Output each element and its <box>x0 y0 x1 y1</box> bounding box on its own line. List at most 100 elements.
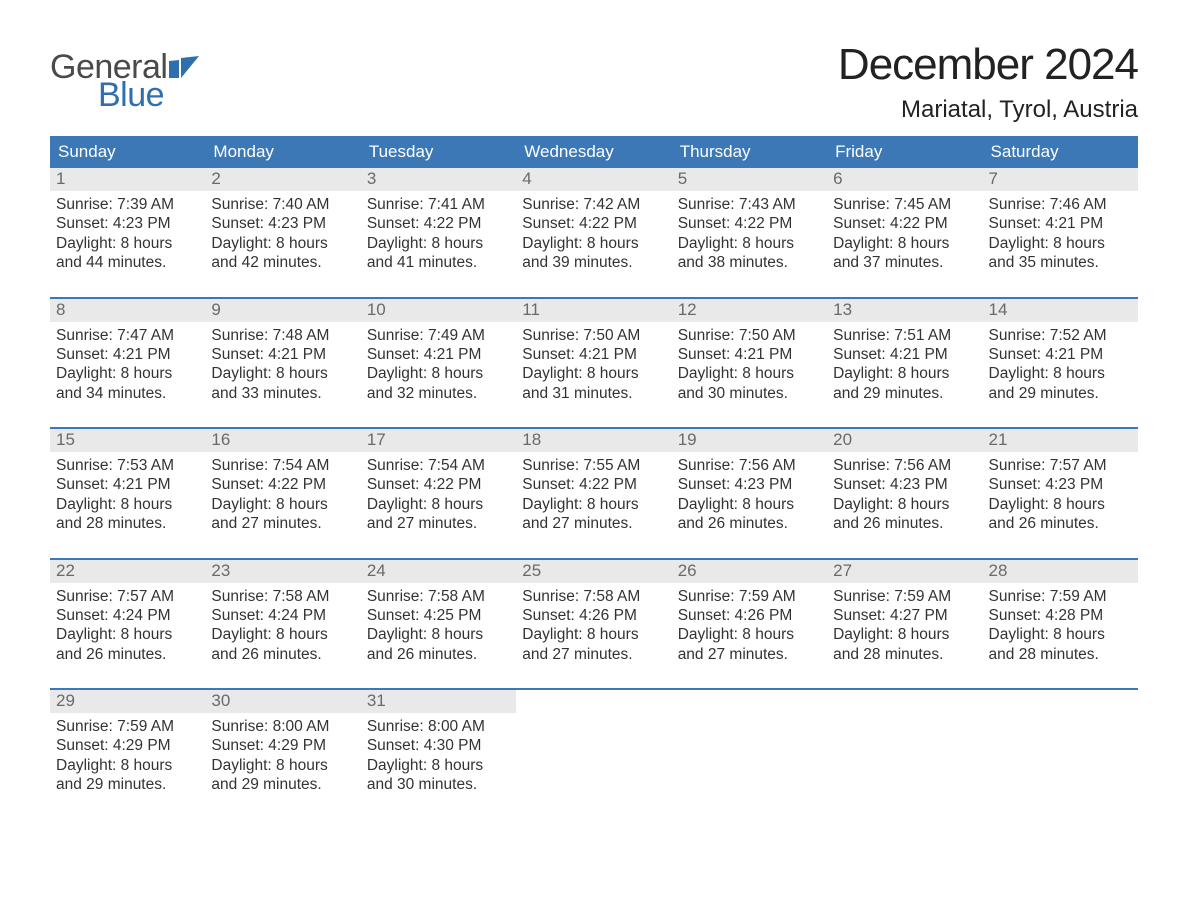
day-number: 11 <box>522 300 540 319</box>
calendar-cell <box>983 690 1138 801</box>
calendar-cell: 1Sunrise: 7:39 AMSunset: 4:23 PMDaylight… <box>50 168 205 279</box>
day-number-bar <box>516 690 671 693</box>
day-number-bar: 14 <box>983 299 1138 322</box>
calendar-cell: 17Sunrise: 7:54 AMSunset: 4:22 PMDayligh… <box>361 429 516 540</box>
daylight-line-2: and 37 minutes. <box>833 253 976 272</box>
day-details: Sunrise: 7:55 AMSunset: 4:22 PMDaylight:… <box>516 452 671 540</box>
daylight-line-2: and 29 minutes. <box>211 775 354 794</box>
sunset-text: Sunset: 4:24 PM <box>56 606 199 625</box>
daylight-line-2: and 35 minutes. <box>989 253 1132 272</box>
daylight-line-1: Daylight: 8 hours <box>211 364 354 383</box>
day-details: Sunrise: 7:57 AMSunset: 4:23 PMDaylight:… <box>983 452 1138 540</box>
day-number: 29 <box>56 691 75 710</box>
daylight-line-1: Daylight: 8 hours <box>56 495 199 514</box>
daylight-line-1: Daylight: 8 hours <box>56 756 199 775</box>
daylight-line-2: and 38 minutes. <box>678 253 821 272</box>
sunset-text: Sunset: 4:21 PM <box>522 345 665 364</box>
calendar-cell: 30Sunrise: 8:00 AMSunset: 4:29 PMDayligh… <box>205 690 360 801</box>
dayheader-tuesday: Tuesday <box>361 136 516 168</box>
sunset-text: Sunset: 4:21 PM <box>211 345 354 364</box>
daylight-line-2: and 27 minutes. <box>522 645 665 664</box>
sunrise-text: Sunrise: 7:41 AM <box>367 195 510 214</box>
sunrise-text: Sunrise: 7:42 AM <box>522 195 665 214</box>
day-number-bar: 26 <box>672 560 827 583</box>
calendar-cell: 26 Sunrise: 7:59 AMSunset: 4:26 PMDayligh… <box>672 560 827 671</box>
daylight-line-2: and 28 minutes. <box>989 645 1132 664</box>
day-number-bar <box>827 690 982 693</box>
day-details: Sunrise: 7:58 AMSunset: 4:24 PMDaylight:… <box>205 583 360 671</box>
sunset-text: Sunset: 4:23 PM <box>56 214 199 233</box>
day-details: Sunrise: 7:48 AMSunset: 4:21 PMDaylight:… <box>205 322 360 410</box>
sunrise-text: Sunrise: 7:58 AM <box>522 587 665 606</box>
sunrise-text: Sunrise: 7:55 AM <box>522 456 665 475</box>
day-details: Sunrise: 7:59 AMSunset: 4:26 PMDaylight:… <box>672 583 827 671</box>
sunset-text: Sunset: 4:27 PM <box>833 606 976 625</box>
sunset-text: Sunset: 4:22 PM <box>522 214 665 233</box>
daylight-line-1: Daylight: 8 hours <box>367 756 510 775</box>
calendar-cell: 5Sunrise: 7:43 AMSunset: 4:22 PMDaylight… <box>672 168 827 279</box>
sunset-text: Sunset: 4:21 PM <box>989 345 1132 364</box>
calendar-week: 1Sunrise: 7:39 AMSunset: 4:23 PMDaylight… <box>50 168 1138 279</box>
daylight-line-1: Daylight: 8 hours <box>367 625 510 644</box>
sunset-text: Sunset: 4:28 PM <box>989 606 1132 625</box>
daylight-line-2: and 44 minutes. <box>56 253 199 272</box>
day-number-bar: 5 <box>672 168 827 191</box>
daylight-line-2: and 26 minutes. <box>989 514 1132 533</box>
daylight-line-1: Daylight: 8 hours <box>989 364 1132 383</box>
day-number-bar: 27 <box>827 560 982 583</box>
daylight-line-1: Daylight: 8 hours <box>211 756 354 775</box>
day-number: 1 <box>56 169 65 188</box>
calendar: Sunday Monday Tuesday Wednesday Thursday… <box>50 136 1138 801</box>
sunset-text: Sunset: 4:23 PM <box>678 475 821 494</box>
day-number-bar: 2 <box>205 168 360 191</box>
sunrise-text: Sunrise: 7:51 AM <box>833 326 976 345</box>
daylight-line-2: and 28 minutes. <box>833 645 976 664</box>
brand-logo: General Blue <box>50 50 199 112</box>
day-number: 26 <box>678 561 697 580</box>
sunset-text: Sunset: 4:22 PM <box>367 475 510 494</box>
sunrise-text: Sunrise: 7:49 AM <box>367 326 510 345</box>
daylight-line-1: Daylight: 8 hours <box>833 495 976 514</box>
calendar-cell: 28Sunrise: 7:59 AMSunset: 4:28 PMDayligh… <box>983 560 1138 671</box>
daylight-line-1: Daylight: 8 hours <box>678 234 821 253</box>
day-number: 20 <box>833 430 852 449</box>
month-title: December 2024 <box>838 40 1138 90</box>
sunset-text: Sunset: 4:29 PM <box>56 736 199 755</box>
daylight-line-1: Daylight: 8 hours <box>678 495 821 514</box>
daylight-line-2: and 27 minutes. <box>522 514 665 533</box>
calendar-cell: 15Sunrise: 7:53 AMSunset: 4:21 PMDayligh… <box>50 429 205 540</box>
calendar-cell: 22Sunrise: 7:57 AMSunset: 4:24 PMDayligh… <box>50 560 205 671</box>
daylight-line-2: and 26 minutes. <box>56 645 199 664</box>
calendar-cell: 14Sunrise: 7:52 AMSunset: 4:21 PMDayligh… <box>983 299 1138 410</box>
day-details: Sunrise: 7:51 AMSunset: 4:21 PMDaylight:… <box>827 322 982 410</box>
dayheader-wednesday: Wednesday <box>516 136 671 168</box>
sunset-text: Sunset: 4:22 PM <box>833 214 976 233</box>
sunset-text: Sunset: 4:21 PM <box>989 214 1132 233</box>
day-number: 15 <box>56 430 75 449</box>
day-number-bar: 12 <box>672 299 827 322</box>
sunset-text: Sunset: 4:23 PM <box>989 475 1132 494</box>
sunrise-text: Sunrise: 7:50 AM <box>522 326 665 345</box>
sunset-text: Sunset: 4:22 PM <box>367 214 510 233</box>
day-details: Sunrise: 7:43 AMSunset: 4:22 PMDaylight:… <box>672 191 827 279</box>
day-number-bar: 9 <box>205 299 360 322</box>
calendar-cell: 24Sunrise: 7:58 AMSunset: 4:25 PMDayligh… <box>361 560 516 671</box>
daylight-line-1: Daylight: 8 hours <box>678 364 821 383</box>
sunset-text: Sunset: 4:21 PM <box>833 345 976 364</box>
calendar-cell: 21Sunrise: 7:57 AMSunset: 4:23 PMDayligh… <box>983 429 1138 540</box>
day-number-bar: 28 <box>983 560 1138 583</box>
calendar-cell <box>516 690 671 801</box>
day-number-bar: 23 <box>205 560 360 583</box>
sunrise-text: Sunrise: 7:59 AM <box>833 587 976 606</box>
day-number: 24 <box>367 561 386 580</box>
sunrise-text: Sunrise: 7:43 AM <box>678 195 821 214</box>
sunset-text: Sunset: 4:25 PM <box>367 606 510 625</box>
day-header-row: Sunday Monday Tuesday Wednesday Thursday… <box>50 136 1138 168</box>
calendar-cell: 6Sunrise: 7:45 AMSunset: 4:22 PMDaylight… <box>827 168 982 279</box>
sunrise-text: Sunrise: 7:59 AM <box>56 717 199 736</box>
daylight-line-1: Daylight: 8 hours <box>522 495 665 514</box>
calendar-cell: 23Sunrise: 7:58 AMSunset: 4:24 PMDayligh… <box>205 560 360 671</box>
day-number-bar: 29 <box>50 690 205 713</box>
day-number: 12 <box>678 300 697 319</box>
calendar-week: 15Sunrise: 7:53 AMSunset: 4:21 PMDayligh… <box>50 427 1138 540</box>
